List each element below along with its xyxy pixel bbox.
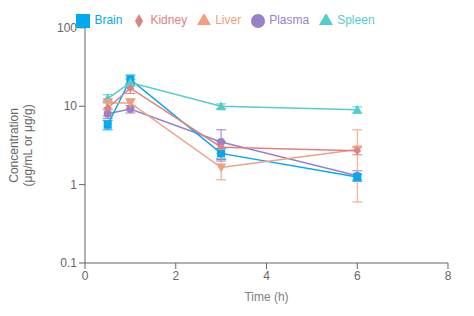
html-text:Plasma: Plasma <box>269 13 310 27</box>
html-text:Spleen: Spleen <box>337 13 375 27</box>
svg-text:100: 100 <box>57 21 77 35</box>
svg-text:1: 1 <box>70 178 77 192</box>
svg-text:8: 8 <box>445 269 452 283</box>
svg-text:Concentration(μg/mL or μg/g): Concentration(μg/mL or μg/g) <box>8 104 35 186</box>
svg-text:4: 4 <box>263 269 270 283</box>
svg-text:0: 0 <box>82 269 89 283</box>
svg-text:0.1: 0.1 <box>60 256 77 270</box>
svg-text:10: 10 <box>64 99 78 113</box>
html-text:Kidney: Kidney <box>150 13 188 27</box>
html-text:Liver: Liver <box>215 13 242 27</box>
svg-text:6: 6 <box>354 269 361 283</box>
html-text:Brain: Brain <box>94 13 123 27</box>
svg-text:Time (h): Time (h) <box>244 290 288 304</box>
svg-text:2: 2 <box>172 269 179 283</box>
